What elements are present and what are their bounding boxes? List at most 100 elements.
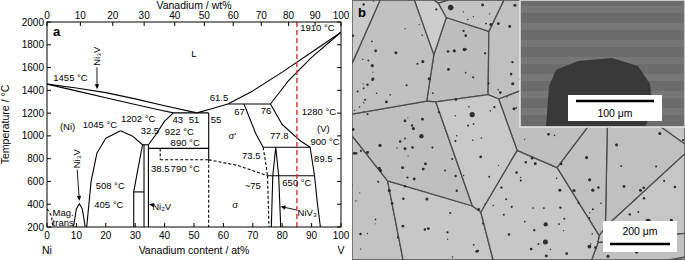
pore	[492, 205, 493, 206]
pore	[453, 49, 456, 52]
pore	[597, 241, 598, 242]
pore	[489, 13, 490, 14]
annotation: Ni₃V	[91, 46, 102, 66]
pore	[385, 101, 388, 104]
pore	[479, 156, 482, 159]
annotation: NiV₃	[298, 207, 317, 218]
x2-tick	[80, 22, 81, 26]
inset-texture	[521, 6, 684, 13]
pore	[620, 165, 622, 167]
grain	[438, 0, 504, 31]
annotation-arrow	[284, 207, 296, 210]
pore	[362, 83, 363, 84]
annotation: 51	[189, 114, 200, 125]
phase-boundary	[208, 113, 209, 160]
x-tick-label: 0	[44, 230, 50, 241]
pore	[454, 115, 455, 116]
pore	[404, 120, 407, 123]
pore	[463, 48, 467, 52]
grain	[436, 95, 517, 212]
pore	[452, 256, 454, 258]
pore	[402, 225, 405, 228]
pore	[655, 166, 657, 168]
pore	[606, 255, 609, 258]
annotation: Ni₃V	[71, 148, 82, 168]
inset-scale-bar	[576, 100, 654, 103]
pore	[413, 178, 416, 181]
pore	[394, 51, 397, 54]
phase-boundary	[134, 145, 143, 227]
phase-boundary	[270, 104, 320, 227]
inset-scale-box	[568, 95, 662, 121]
pore	[463, 175, 464, 176]
pore	[451, 158, 453, 160]
y-tick-label: 200	[27, 222, 44, 233]
x2-tick	[47, 22, 48, 26]
y-tick-right	[337, 204, 341, 205]
pore	[366, 151, 369, 154]
phase-boundary	[47, 84, 197, 113]
micrograph: 100 μm200 μm	[352, 0, 685, 260]
pore	[588, 178, 591, 181]
pore	[472, 139, 474, 141]
composition-line	[296, 22, 297, 227]
pore	[411, 124, 413, 126]
pore	[590, 243, 591, 244]
pore	[510, 73, 513, 76]
annotation-arrow	[96, 67, 97, 85]
annotation: 1455 °C	[53, 72, 88, 83]
pore	[406, 176, 408, 178]
x-tick	[282, 223, 283, 227]
x-tick-label: 80	[277, 230, 289, 241]
pore	[363, 87, 365, 89]
annotation: trans	[53, 217, 74, 228]
pore	[391, 202, 394, 205]
pore	[377, 181, 379, 183]
inset-background	[520, 0, 685, 127]
pore	[637, 211, 639, 213]
annotation: 55	[211, 114, 222, 125]
y-tick	[47, 22, 51, 23]
x2-tick-label: 90	[310, 10, 322, 21]
pore	[404, 185, 407, 188]
pore	[497, 89, 499, 91]
pore	[447, 50, 450, 53]
pore	[378, 144, 381, 147]
pore	[355, 200, 356, 201]
y-tick-label: 1600	[22, 62, 45, 73]
x-tick	[252, 223, 253, 227]
y-tick-label: 1800	[22, 39, 45, 50]
pore	[372, 72, 373, 73]
pore	[532, 207, 534, 209]
pore	[591, 189, 594, 192]
pore	[642, 187, 645, 190]
pore	[500, 186, 502, 188]
pore	[488, 82, 490, 84]
annotation: σ'	[228, 130, 236, 141]
pore	[463, 11, 464, 12]
phase-boundary	[208, 160, 209, 227]
x-tick-label: 100	[333, 230, 350, 241]
pore	[558, 189, 561, 192]
phase-boundary	[160, 159, 209, 160]
pore	[508, 25, 511, 28]
x-tick-label: 60	[218, 230, 230, 241]
pore	[412, 127, 415, 130]
grain	[352, 0, 434, 114]
pore	[456, 135, 458, 137]
pore	[505, 198, 507, 200]
pore	[520, 177, 521, 178]
y-tick-right	[337, 67, 341, 68]
annotation: 1910 °C	[300, 22, 335, 33]
y-axis-title: Temperature / °C	[0, 84, 11, 164]
pore	[371, 40, 373, 42]
pore	[682, 139, 684, 141]
pore	[623, 185, 626, 188]
pore	[530, 248, 533, 251]
annotation-arrowhead	[77, 196, 81, 201]
annotation: (V)	[317, 123, 330, 134]
pore	[435, 8, 437, 10]
annotation: Ni₂V	[152, 201, 172, 212]
x-tick	[135, 223, 136, 227]
y-tick	[47, 113, 51, 114]
